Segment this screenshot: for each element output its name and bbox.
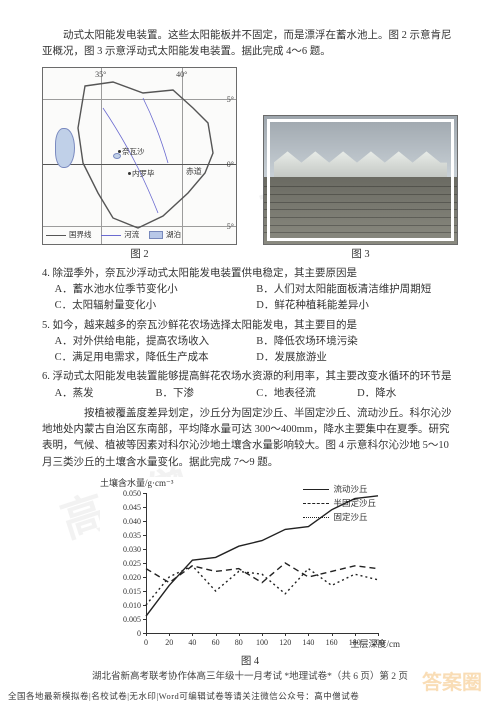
figure-3-wrap: 图 3 [263, 115, 458, 263]
q5-opt-c: C．满足用电需求，降低生产成本 [55, 350, 257, 366]
q4-opt-c: C．太阳辐射量变化小 [55, 298, 257, 314]
q4-opt-a: A．蓄水池水位季节变化小 [55, 282, 257, 298]
q5-text: 5. 如今，越来越多的奈瓦沙鲜花农场选择太阳能发电，其主要目的是 [42, 318, 458, 334]
city-naivasha: 奈瓦沙 [118, 146, 145, 158]
figure-4-caption: 图 4 [100, 654, 400, 670]
map-legend: 国界线 河流 湖泊 [46, 230, 181, 241]
q6-opt-d: D．降水 [357, 386, 458, 402]
figure-2-wrap: 35° 40° 5° 0° 5° 赤道 奈瓦沙 内罗毕 国界线 河流 湖泊 图 … [42, 67, 237, 263]
figure-2-map: 35° 40° 5° 0° 5° 赤道 奈瓦沙 内罗毕 国界线 河流 湖泊 [42, 67, 237, 245]
question-5: 5. 如今，越来越多的奈瓦沙鲜花农场选择太阳能发电，其主要目的是 A．对外供给电… [42, 318, 458, 367]
bottom-note: 全国各地最新模拟卷|名校试卷|无水印|Word可编辑试卷等请关注微信公众号：高中… [8, 690, 359, 703]
figure-4-chart: 土壤含水量/g·cm⁻³ 土层深度/cm 流动沙丘 半固定沙丘 固定沙丘 00.… [100, 477, 400, 652]
q4-opt-d: D．鲜花种植耗能差异小 [256, 298, 458, 314]
intro-text: 动式太阳能发电装置。这些太阳能板并不固定，而是漂浮在蓄水池上。图 2 示意肯尼亚… [42, 28, 458, 61]
q4-text: 4. 除湿季外，奈瓦沙浮动式太阳能发电装置供电稳定，其主要原因是 [42, 266, 458, 282]
q5-opt-a: A．对外供给电能，提高农场收入 [55, 334, 257, 350]
q4-opt-b: B．人们对太阳能面板清洁维护周期短 [256, 282, 458, 298]
page-footer: 湖北省新高考联考协作体高三年级十一月考试 *地理试卷*（共 6 页）第 2 页 [0, 670, 500, 685]
figure-4-wrap: 土壤含水量/g·cm⁻³ 土层深度/cm 流动沙丘 半固定沙丘 固定沙丘 00.… [100, 477, 400, 670]
q5-opt-b: B．降低农场环境污染 [256, 334, 458, 350]
passage-text: 按植被覆盖度差异划定，沙丘分为固定沙丘、半固定沙丘、流动沙丘。科尔沁沙地地处内蒙… [42, 406, 458, 471]
question-4: 4. 除湿季外，奈瓦沙浮动式太阳能发电装置供电稳定，其主要原因是 A．蓄水池水位… [42, 266, 458, 315]
q5-opt-d: D．发展旅游业 [256, 350, 458, 366]
city-nairobi: 内罗毕 [128, 168, 155, 180]
q6-text: 6. 浮动式太阳能发电装置能够提高鲜花农场水资源的利用率，其主要改变水循环的环节… [42, 369, 458, 385]
q6-opt-b: B．下渗 [155, 386, 256, 402]
figure-2-caption: 图 2 [42, 247, 237, 263]
figure-3-caption: 图 3 [263, 247, 458, 263]
figure-3-photo [263, 115, 458, 245]
q6-opt-a: A．蒸发 [55, 386, 156, 402]
q6-opt-c: C．地表径流 [256, 386, 357, 402]
figure-row: 35° 40° 5° 0° 5° 赤道 奈瓦沙 内罗毕 国界线 河流 湖泊 图 … [42, 67, 458, 263]
question-6: 6. 浮动式太阳能发电装置能够提高鲜花农场水资源的利用率，其主要改变水循环的环节… [42, 369, 458, 402]
